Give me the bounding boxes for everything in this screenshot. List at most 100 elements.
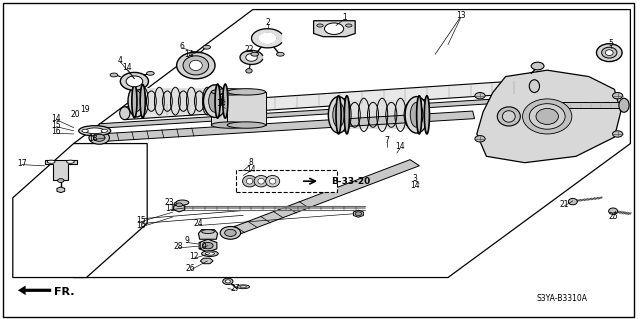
Polygon shape — [174, 201, 184, 208]
Ellipse shape — [120, 72, 148, 90]
Text: S3YA-B3310A: S3YA-B3310A — [536, 294, 588, 303]
Ellipse shape — [176, 200, 189, 205]
Ellipse shape — [47, 160, 55, 163]
Ellipse shape — [475, 93, 485, 99]
Ellipse shape — [266, 175, 280, 187]
Ellipse shape — [602, 47, 617, 58]
Polygon shape — [45, 160, 77, 180]
Ellipse shape — [410, 102, 423, 127]
Polygon shape — [342, 100, 413, 130]
Ellipse shape — [243, 175, 257, 187]
Text: 18: 18 — [88, 134, 97, 143]
Text: 15: 15 — [51, 121, 61, 130]
Ellipse shape — [355, 212, 362, 216]
Ellipse shape — [202, 251, 218, 256]
Text: 14: 14 — [122, 63, 132, 72]
Ellipse shape — [205, 252, 214, 255]
Ellipse shape — [502, 111, 515, 122]
Text: 20: 20 — [70, 110, 81, 119]
Ellipse shape — [612, 93, 623, 99]
Ellipse shape — [336, 96, 341, 134]
Ellipse shape — [79, 126, 111, 136]
Text: FR.: FR. — [54, 287, 74, 297]
Ellipse shape — [225, 229, 236, 236]
Ellipse shape — [596, 44, 622, 62]
Ellipse shape — [619, 98, 629, 112]
Ellipse shape — [317, 24, 323, 27]
Ellipse shape — [333, 102, 344, 127]
Ellipse shape — [324, 23, 344, 34]
Polygon shape — [140, 88, 211, 114]
Text: 5: 5 — [609, 39, 614, 48]
Text: 7: 7 — [385, 136, 390, 145]
Ellipse shape — [204, 85, 227, 117]
Ellipse shape — [497, 107, 520, 126]
Polygon shape — [252, 29, 282, 48]
Ellipse shape — [202, 230, 214, 234]
Ellipse shape — [529, 80, 540, 93]
Ellipse shape — [424, 96, 429, 134]
Text: 16: 16 — [136, 221, 146, 230]
Ellipse shape — [258, 178, 264, 184]
Ellipse shape — [240, 286, 246, 288]
Ellipse shape — [223, 278, 233, 285]
Ellipse shape — [269, 178, 276, 184]
Ellipse shape — [225, 280, 230, 283]
Ellipse shape — [605, 50, 613, 56]
Ellipse shape — [529, 104, 565, 129]
Ellipse shape — [183, 56, 209, 75]
Ellipse shape — [85, 128, 104, 134]
Ellipse shape — [82, 129, 88, 132]
Ellipse shape — [475, 136, 485, 142]
Ellipse shape — [89, 131, 109, 144]
Ellipse shape — [246, 69, 252, 73]
Text: 14: 14 — [246, 165, 256, 174]
Ellipse shape — [246, 54, 257, 61]
Ellipse shape — [417, 96, 422, 134]
Text: 3: 3 — [412, 174, 417, 183]
Polygon shape — [314, 21, 355, 37]
Polygon shape — [18, 286, 51, 295]
Text: 25: 25 — [608, 212, 618, 221]
Ellipse shape — [211, 122, 250, 128]
Text: 27: 27 — [230, 284, 241, 293]
Polygon shape — [211, 92, 250, 125]
Polygon shape — [99, 111, 474, 142]
Ellipse shape — [211, 89, 250, 95]
Ellipse shape — [568, 198, 577, 205]
Ellipse shape — [246, 178, 253, 184]
Ellipse shape — [140, 85, 145, 118]
Text: B-33-20: B-33-20 — [331, 177, 371, 186]
Ellipse shape — [254, 175, 268, 187]
Text: 19: 19 — [80, 105, 90, 114]
Text: 14: 14 — [216, 99, 227, 108]
Ellipse shape — [328, 97, 349, 133]
Text: 9: 9 — [184, 236, 189, 245]
Ellipse shape — [346, 24, 352, 27]
Polygon shape — [227, 92, 266, 125]
Text: 14: 14 — [395, 142, 405, 151]
Ellipse shape — [536, 108, 559, 124]
Ellipse shape — [531, 62, 544, 70]
FancyBboxPatch shape — [236, 170, 337, 192]
Polygon shape — [13, 144, 147, 278]
Ellipse shape — [67, 160, 74, 163]
Text: 12: 12 — [189, 252, 198, 261]
Polygon shape — [57, 187, 65, 193]
Polygon shape — [173, 204, 185, 212]
Polygon shape — [99, 96, 538, 128]
Polygon shape — [226, 160, 419, 236]
Ellipse shape — [120, 107, 130, 120]
Ellipse shape — [405, 97, 428, 133]
Ellipse shape — [227, 89, 266, 95]
Text: 10: 10 — [196, 242, 207, 251]
Polygon shape — [125, 80, 534, 120]
Polygon shape — [200, 258, 213, 264]
Text: 15: 15 — [136, 216, 146, 225]
Polygon shape — [74, 10, 630, 278]
Text: 14: 14 — [184, 50, 195, 59]
Ellipse shape — [220, 226, 241, 239]
Polygon shape — [353, 210, 364, 217]
Text: 24: 24 — [193, 219, 204, 228]
Ellipse shape — [223, 84, 228, 118]
